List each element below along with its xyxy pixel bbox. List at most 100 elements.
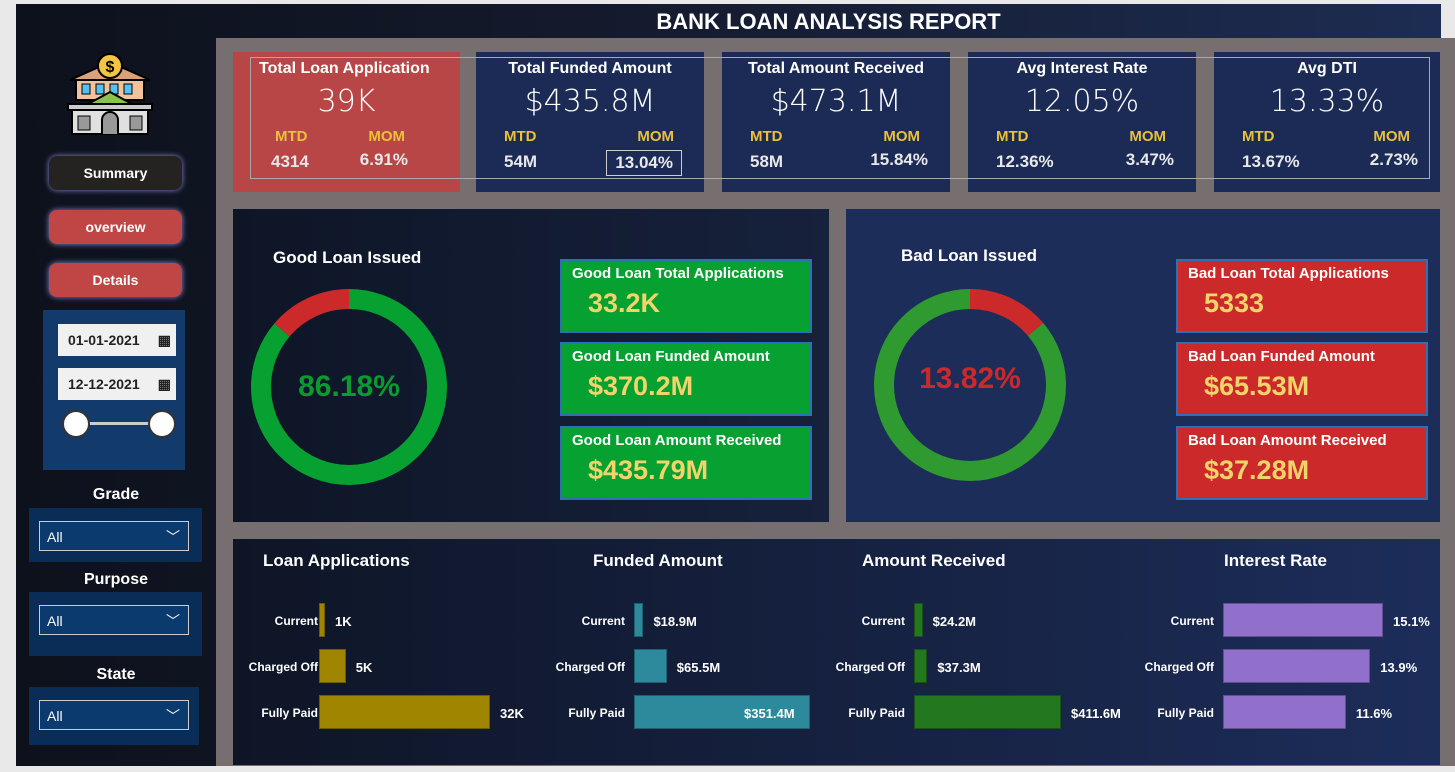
bar[interactable] (634, 649, 667, 683)
details-button[interactable]: Details (49, 263, 182, 297)
data-label: 13.9% (1380, 660, 1418, 675)
mom-label: MOM (368, 128, 405, 145)
bad-loan-donut (874, 289, 1066, 481)
mom-value: 3.47% (1125, 150, 1174, 169)
bar[interactable] (1223, 603, 1383, 637)
good-loan-percent: 86.18% (298, 370, 400, 403)
category-label: Charged Off (835, 660, 905, 674)
overview-button[interactable]: overview (49, 210, 182, 244)
stat-title: Good Loan Amount Received (572, 432, 782, 449)
category-label: Charged Off (1144, 660, 1214, 674)
data-label: $37.3M (937, 660, 981, 675)
stat-value: $65.53M (1204, 371, 1310, 401)
date-range-track (76, 422, 162, 425)
chevron-down-icon: ﹀ (166, 708, 180, 724)
category-label: Fully Paid (1157, 706, 1214, 720)
mom-value: 13.04% (606, 150, 682, 176)
category-label: Charged Off (248, 660, 318, 674)
stat-card: Bad Loan Total Applications 5333 (1176, 259, 1428, 333)
donut-rest-segment (251, 289, 447, 485)
stat-value: $435.79M (588, 455, 709, 485)
bar[interactable] (1223, 695, 1346, 729)
grade-value: All (47, 529, 63, 545)
chevron-down-icon: ﹀ (166, 613, 180, 629)
bar[interactable] (319, 695, 490, 729)
kpi-value: $473.1M (770, 84, 902, 119)
kpi-card[interactable]: Avg Interest Rate 12.05% MTD MOM 12.36% 3.47% (968, 52, 1196, 192)
bar[interactable] (319, 603, 325, 637)
mtd-value: 12.36% (996, 152, 1054, 171)
data-label: 5K (355, 660, 373, 675)
category-label: Current (581, 614, 625, 628)
summary-button[interactable]: Summary (49, 156, 182, 190)
state-dropdown[interactable]: All ﹀ (39, 700, 189, 730)
calendar-icon[interactable]: ▦ (157, 332, 171, 348)
stat-card: Bad Loan Funded Amount $65.53M (1176, 342, 1428, 416)
chart-title: Amount Received (862, 551, 1006, 570)
grade-dropdown[interactable]: All ﹀ (39, 521, 189, 551)
category-label: Current (861, 614, 905, 628)
bar[interactable] (914, 603, 923, 637)
start-date-input[interactable]: 01-01-2021 ▦ (58, 324, 176, 356)
bar[interactable] (634, 603, 644, 637)
mtd-value: 4314 (271, 152, 309, 171)
mtd-value: 54M (504, 152, 538, 171)
data-label: $411.6M (1071, 706, 1121, 721)
kpi-value: $435.8M (524, 84, 656, 119)
kpi-title: Total Funded Amount (508, 60, 672, 77)
bank-logo-icon: $ (67, 53, 153, 135)
kpi-card[interactable]: Total Funded Amount $435.8M MTD MOM 54M 13.04… (476, 52, 704, 192)
bar[interactable] (1223, 649, 1371, 683)
state-label: State (96, 666, 136, 683)
data-label: 11.6% (1355, 706, 1393, 721)
mom-value: 15.84% (870, 150, 928, 169)
stat-title: Good Loan Total Applications (572, 265, 784, 282)
kpi-title: Total Loan Application (259, 60, 430, 77)
end-date-input[interactable]: 12-12-2021 ▦ (58, 368, 176, 400)
end-date-value: 12-12-2021 (68, 376, 140, 392)
bar[interactable] (634, 695, 810, 729)
chart-title: Funded Amount (593, 551, 723, 570)
bar[interactable] (914, 695, 1061, 729)
stat-value: 33.2K (588, 288, 661, 318)
kpi-value: 12.05% (1024, 84, 1140, 119)
category-label: Fully Paid (848, 706, 905, 720)
stat-value: 5333 (1204, 288, 1265, 318)
mtd-value: 13.67% (1242, 152, 1300, 171)
kpi-value: 39K (317, 84, 376, 119)
bar[interactable] (914, 649, 928, 683)
svg-text:$: $ (106, 59, 115, 76)
kpi-title: Avg Interest Rate (1016, 60, 1148, 77)
kpi-card[interactable]: Avg DTI 13.33% MTD MOM 13.67% 2.73% (1214, 52, 1440, 192)
stat-title: Bad Loan Total Applications (1188, 265, 1389, 282)
bar[interactable] (319, 649, 346, 683)
stat-title: Bad Loan Amount Received (1188, 432, 1387, 449)
chart-title: Interest Rate (1224, 551, 1327, 570)
kpi-title: Avg DTI (1297, 60, 1357, 77)
grade-label: Grade (92, 486, 140, 503)
data-label: 1K (335, 614, 352, 629)
data-label: 32K (500, 706, 524, 721)
stat-title: Bad Loan Funded Amount (1188, 348, 1375, 365)
category-label: Current (274, 614, 318, 628)
kpi-card[interactable]: Total Loan Application 39K MTD MOM 4314 6.91% (233, 52, 460, 192)
category-label: Charged Off (555, 660, 625, 674)
range-end-handle[interactable] (148, 410, 176, 438)
mom-value: 2.73% (1369, 150, 1418, 169)
category-label: Fully Paid (261, 706, 318, 720)
stat-title: Good Loan Funded Amount (572, 348, 770, 365)
data-label: $24.2M (932, 614, 977, 629)
chart-title: Loan Applications (263, 551, 410, 570)
good-loan-donut (251, 289, 447, 485)
range-start-handle[interactable] (62, 410, 90, 438)
state-value: All (47, 708, 63, 724)
stat-card: Bad Loan Amount Received $37.28M (1176, 426, 1428, 500)
mtd-label: MTD (750, 128, 783, 145)
kpi-card[interactable]: Total Amount Received $473.1M MTD MOM 58M 15.… (722, 52, 950, 192)
mom-label: MOM (1373, 128, 1410, 145)
purpose-dropdown[interactable]: All ﹀ (39, 605, 189, 635)
data-label: 15.1% (1393, 614, 1430, 629)
calendar-icon[interactable]: ▦ (157, 376, 171, 392)
mtd-label: MTD (275, 128, 308, 145)
category-label: Current (1170, 614, 1214, 628)
